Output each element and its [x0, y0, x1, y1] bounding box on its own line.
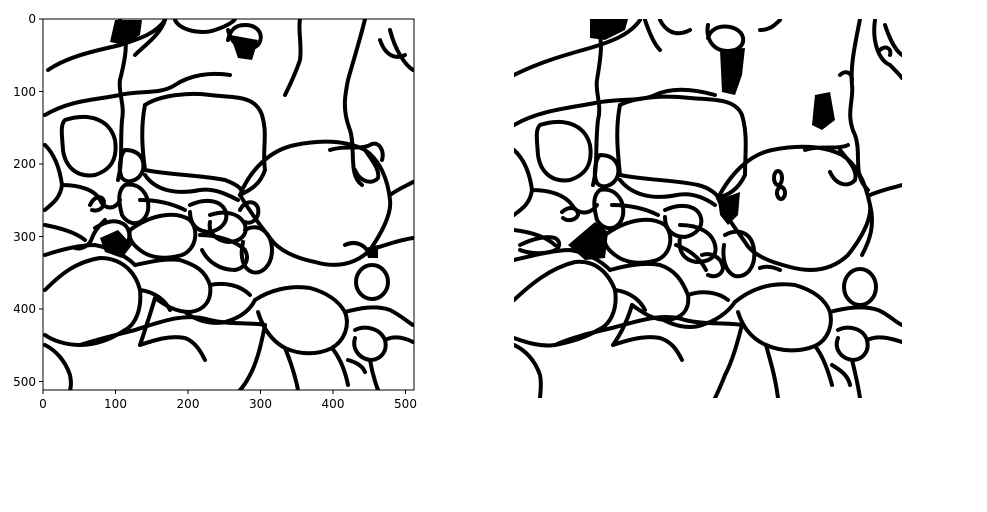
y-tick-label: 0 — [28, 12, 36, 26]
x-tick-label: 300 — [249, 397, 272, 411]
y-tick-label: 500 — [13, 375, 36, 389]
x-tick-label: 100 — [104, 397, 127, 411]
left-axes: 0 100 200 300 400 500 0 100 200 300 400 … — [13, 12, 417, 411]
y-tick-label: 100 — [13, 85, 36, 99]
x-tick-label: 200 — [177, 397, 200, 411]
left-mask-fills — [100, 20, 378, 258]
y-tick-label: 400 — [13, 302, 36, 316]
y-tick-label: 300 — [13, 230, 36, 244]
x-tick-label: 500 — [394, 397, 417, 411]
x-tick-label: 0 — [39, 397, 47, 411]
left-y-ticks — [39, 18, 43, 382]
y-tick-label: 200 — [13, 157, 36, 171]
left-mask-strokes — [43, 19, 414, 390]
right-panel — [514, 19, 902, 398]
right-mask-fills — [568, 19, 835, 260]
left-x-ticks — [42, 390, 406, 394]
x-tick-label: 400 — [322, 397, 345, 411]
left-x-tick-labels: 0 100 200 300 400 500 — [39, 397, 417, 411]
left-y-tick-labels: 0 100 200 300 400 500 — [13, 12, 36, 389]
right-mask-strokes — [514, 19, 902, 398]
left-axes-frame — [42, 18, 415, 391]
